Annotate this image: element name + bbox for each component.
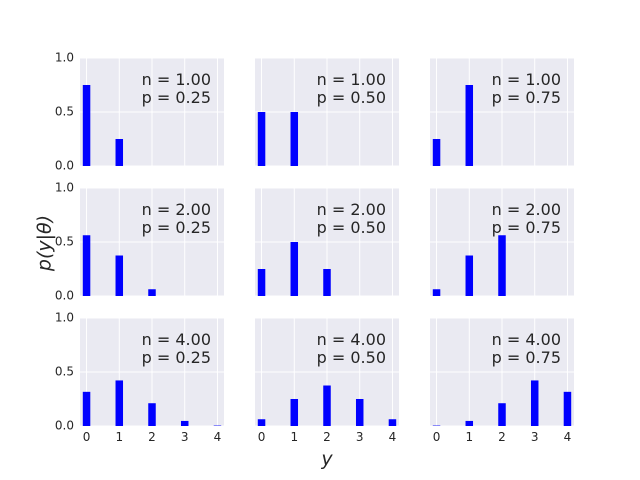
bar (115, 255, 124, 296)
annotation-n: n = 1.00 (142, 70, 211, 89)
x-tick-label: 1 (465, 430, 473, 444)
annotation-p: p = 0.25 (142, 88, 211, 107)
chart-panel: n = 4.00p = 0.25 0.0 0.5 1.0 0 1 2 3 4 (55, 311, 224, 444)
annotation-n: n = 1.00 (317, 70, 386, 89)
chart-panel: n = 4.00p = 0.50 0 1 2 3 4 (255, 317, 399, 444)
annotation-p: p = 0.75 (492, 218, 561, 237)
x-tick-label: 1 (290, 430, 298, 444)
bar (432, 289, 441, 296)
bar (563, 391, 572, 426)
y-tick-label: 0.5 (55, 235, 74, 249)
bar (290, 112, 299, 166)
bar (465, 420, 474, 426)
bar (465, 255, 474, 296)
y-tick-label: 1.0 (55, 181, 74, 195)
x-tick-label: 0 (258, 430, 266, 444)
x-tick-label: 1 (115, 430, 123, 444)
annotation-n: n = 2.00 (317, 200, 386, 219)
bar (290, 399, 299, 426)
y-tick-label: 0.0 (55, 419, 74, 433)
annotation-p: p = 0.50 (317, 348, 386, 367)
chart-panel: n = 2.00p = 0.50 (255, 187, 399, 297)
bar (498, 403, 506, 426)
annotation-p: p = 0.25 (142, 218, 211, 237)
x-tick-label: 2 (323, 430, 331, 444)
x-tick-label: 2 (148, 430, 156, 444)
bar (257, 269, 266, 296)
annotation-p: p = 0.50 (317, 88, 386, 107)
chart-panel: n = 2.00p = 0.75 (430, 187, 574, 297)
bar (115, 380, 124, 426)
annotation-p: p = 0.75 (492, 88, 561, 107)
x-tick-label: 4 (389, 430, 397, 444)
chart-panel: n = 2.00p = 0.25 0.0 0.5 1.0 (55, 181, 224, 303)
annotation-n: n = 4.00 (317, 330, 386, 349)
x-tick-label: 0 (83, 430, 91, 444)
y-tick-label: 0.0 (55, 289, 74, 303)
y-tick-label: 0.0 (55, 159, 74, 173)
bar (257, 419, 266, 426)
annotation-n: n = 1.00 (492, 70, 561, 89)
annotation-n: n = 4.00 (492, 330, 561, 349)
x-tick-label: 0 (433, 430, 441, 444)
bar (180, 420, 189, 426)
y-tick-label: 0.5 (55, 105, 74, 119)
y-tick-label: 1.0 (55, 51, 74, 65)
bar (115, 139, 124, 166)
bar (148, 289, 156, 296)
y-tick-label: 1.0 (55, 311, 74, 325)
annotation-p: p = 0.50 (317, 218, 386, 237)
bar (388, 419, 397, 426)
annotation-p: p = 0.75 (492, 348, 561, 367)
chart-panel: n = 1.00p = 0.25 0.0 0.5 1.0 (55, 51, 224, 173)
x-tick-label: 3 (181, 430, 189, 444)
chart-panel: n = 1.00p = 0.50 (255, 57, 399, 167)
x-tick-label: 2 (498, 430, 506, 444)
x-tick-label: 3 (531, 430, 539, 444)
bar (432, 139, 441, 166)
x-tick-label: 4 (564, 430, 572, 444)
bar (290, 242, 299, 296)
bar (148, 403, 156, 426)
bar (82, 391, 91, 426)
bar (465, 85, 474, 166)
chart-panel: n = 1.00p = 0.75 (430, 57, 574, 167)
bar (530, 380, 539, 426)
bar (355, 399, 364, 426)
bar (498, 235, 506, 296)
annotation-p: p = 0.25 (142, 348, 211, 367)
bar (323, 385, 331, 426)
bar (257, 112, 266, 166)
x-tick-label: 3 (356, 430, 364, 444)
annotation-n: n = 2.00 (142, 200, 211, 219)
annotation-n: n = 4.00 (142, 330, 211, 349)
bar (82, 85, 91, 166)
x-tick-label: 4 (214, 430, 222, 444)
bar (323, 269, 331, 296)
bar (82, 235, 91, 296)
chart-panel: n = 4.00p = 0.75 0 1 2 3 4 (430, 317, 574, 444)
figure-xlabel: y (320, 448, 333, 470)
annotation-n: n = 2.00 (492, 200, 561, 219)
figure-ylabel: p(y|θ) (34, 215, 56, 272)
y-tick-label: 0.5 (55, 365, 74, 379)
